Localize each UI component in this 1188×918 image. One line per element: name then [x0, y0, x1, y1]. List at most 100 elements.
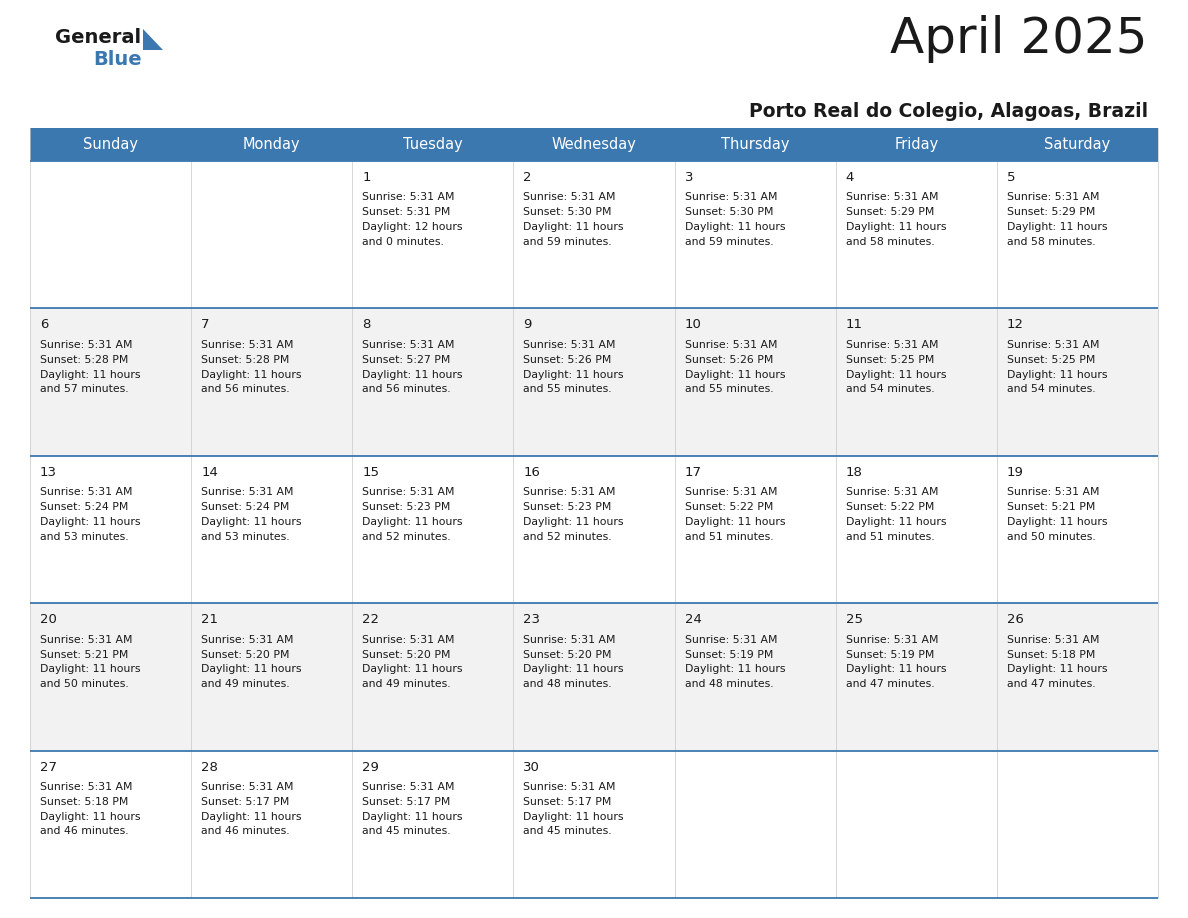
Text: 6: 6 [40, 319, 49, 331]
Bar [30, 308, 1158, 456]
Text: Sunset: 5:20 PM: Sunset: 5:20 PM [201, 650, 290, 659]
Text: and 55 minutes.: and 55 minutes. [684, 385, 773, 395]
Text: Sunset: 5:21 PM: Sunset: 5:21 PM [1007, 502, 1095, 512]
Text: Daylight: 11 hours: Daylight: 11 hours [524, 222, 624, 232]
Text: April 2025: April 2025 [891, 15, 1148, 63]
Text: Sunset: 5:31 PM: Sunset: 5:31 PM [362, 207, 450, 218]
Text: 13: 13 [40, 465, 57, 479]
Text: 27: 27 [40, 761, 57, 774]
Text: Sunrise: 5:31 AM: Sunrise: 5:31 AM [846, 193, 939, 203]
Text: 17: 17 [684, 465, 702, 479]
Text: 19: 19 [1007, 465, 1024, 479]
Text: Sunrise: 5:31 AM: Sunrise: 5:31 AM [201, 340, 293, 350]
Text: Sunrise: 5:31 AM: Sunrise: 5:31 AM [846, 634, 939, 644]
Text: Sunset: 5:30 PM: Sunset: 5:30 PM [524, 207, 612, 218]
Text: Sunset: 5:21 PM: Sunset: 5:21 PM [40, 650, 128, 659]
Text: and 51 minutes.: and 51 minutes. [846, 532, 934, 542]
Text: Sunset: 5:19 PM: Sunset: 5:19 PM [684, 650, 773, 659]
Text: Sunset: 5:18 PM: Sunset: 5:18 PM [40, 797, 128, 807]
Text: 7: 7 [201, 319, 209, 331]
Text: and 47 minutes.: and 47 minutes. [1007, 679, 1095, 689]
Text: Sunset: 5:19 PM: Sunset: 5:19 PM [846, 650, 934, 659]
Text: Daylight: 11 hours: Daylight: 11 hours [524, 517, 624, 527]
Text: 24: 24 [684, 613, 701, 626]
Text: and 53 minutes.: and 53 minutes. [201, 532, 290, 542]
Text: Sunrise: 5:31 AM: Sunrise: 5:31 AM [684, 634, 777, 644]
Text: Daylight: 11 hours: Daylight: 11 hours [362, 370, 463, 379]
Text: Sunrise: 5:31 AM: Sunrise: 5:31 AM [846, 340, 939, 350]
Text: Sunrise: 5:31 AM: Sunrise: 5:31 AM [524, 634, 615, 644]
Text: Sunrise: 5:31 AM: Sunrise: 5:31 AM [40, 340, 133, 350]
Text: Sunset: 5:17 PM: Sunset: 5:17 PM [201, 797, 290, 807]
Text: Daylight: 11 hours: Daylight: 11 hours [1007, 222, 1107, 232]
Text: and 48 minutes.: and 48 minutes. [684, 679, 773, 689]
Text: Sunset: 5:30 PM: Sunset: 5:30 PM [684, 207, 773, 218]
Text: Sunrise: 5:31 AM: Sunrise: 5:31 AM [524, 487, 615, 498]
Text: Sunset: 5:17 PM: Sunset: 5:17 PM [524, 797, 612, 807]
Text: 18: 18 [846, 465, 862, 479]
Text: Sunset: 5:28 PM: Sunset: 5:28 PM [201, 354, 290, 364]
Text: Sunrise: 5:31 AM: Sunrise: 5:31 AM [201, 634, 293, 644]
Text: Blue: Blue [93, 50, 141, 69]
Text: Sunset: 5:20 PM: Sunset: 5:20 PM [524, 650, 612, 659]
Text: Daylight: 11 hours: Daylight: 11 hours [40, 517, 140, 527]
Text: and 47 minutes.: and 47 minutes. [846, 679, 934, 689]
Text: Daylight: 11 hours: Daylight: 11 hours [362, 665, 463, 675]
Bar [30, 456, 1158, 603]
Text: and 56 minutes.: and 56 minutes. [201, 385, 290, 395]
Text: Sunrise: 5:31 AM: Sunrise: 5:31 AM [1007, 340, 1099, 350]
Text: and 49 minutes.: and 49 minutes. [201, 679, 290, 689]
Text: Sunset: 5:22 PM: Sunset: 5:22 PM [684, 502, 773, 512]
Text: and 52 minutes.: and 52 minutes. [524, 532, 612, 542]
Text: Sunrise: 5:31 AM: Sunrise: 5:31 AM [684, 340, 777, 350]
Text: 28: 28 [201, 761, 219, 774]
Text: 1: 1 [362, 171, 371, 184]
Text: Saturday: Saturday [1044, 137, 1111, 152]
Text: Daylight: 11 hours: Daylight: 11 hours [40, 812, 140, 822]
Text: 25: 25 [846, 613, 862, 626]
Text: Friday: Friday [895, 137, 939, 152]
Text: and 58 minutes.: and 58 minutes. [846, 237, 934, 247]
Text: and 0 minutes.: and 0 minutes. [362, 237, 444, 247]
Text: Thursday: Thursday [721, 137, 789, 152]
Text: Porto Real do Colegio, Alagoas, Brazil: Porto Real do Colegio, Alagoas, Brazil [748, 102, 1148, 121]
Text: and 50 minutes.: and 50 minutes. [1007, 532, 1095, 542]
Text: Sunset: 5:24 PM: Sunset: 5:24 PM [201, 502, 290, 512]
Text: 5: 5 [1007, 171, 1016, 184]
Text: and 52 minutes.: and 52 minutes. [362, 532, 451, 542]
Text: and 58 minutes.: and 58 minutes. [1007, 237, 1095, 247]
Text: Daylight: 11 hours: Daylight: 11 hours [1007, 665, 1107, 675]
Text: and 55 minutes.: and 55 minutes. [524, 385, 612, 395]
Text: Daylight: 11 hours: Daylight: 11 hours [684, 222, 785, 232]
Text: 16: 16 [524, 465, 541, 479]
Text: Daylight: 11 hours: Daylight: 11 hours [201, 812, 302, 822]
Text: and 57 minutes.: and 57 minutes. [40, 385, 128, 395]
Text: 15: 15 [362, 465, 379, 479]
Text: 21: 21 [201, 613, 219, 626]
Text: Sunset: 5:17 PM: Sunset: 5:17 PM [362, 797, 450, 807]
Text: Sunset: 5:24 PM: Sunset: 5:24 PM [40, 502, 128, 512]
Text: and 45 minutes.: and 45 minutes. [524, 826, 612, 836]
Text: Daylight: 11 hours: Daylight: 11 hours [524, 812, 624, 822]
Text: and 46 minutes.: and 46 minutes. [201, 826, 290, 836]
Text: Sunset: 5:29 PM: Sunset: 5:29 PM [1007, 207, 1095, 218]
Text: Daylight: 11 hours: Daylight: 11 hours [846, 370, 946, 379]
Text: 30: 30 [524, 761, 541, 774]
Text: Sunset: 5:28 PM: Sunset: 5:28 PM [40, 354, 128, 364]
Bar [30, 751, 1158, 898]
Text: Daylight: 11 hours: Daylight: 11 hours [362, 517, 463, 527]
Text: Sunset: 5:27 PM: Sunset: 5:27 PM [362, 354, 450, 364]
Text: 26: 26 [1007, 613, 1024, 626]
Text: Sunrise: 5:31 AM: Sunrise: 5:31 AM [40, 487, 133, 498]
Text: and 56 minutes.: and 56 minutes. [362, 385, 451, 395]
Text: Sunrise: 5:31 AM: Sunrise: 5:31 AM [524, 782, 615, 792]
Text: Sunrise: 5:31 AM: Sunrise: 5:31 AM [362, 340, 455, 350]
Text: Sunset: 5:25 PM: Sunset: 5:25 PM [846, 354, 934, 364]
Text: Daylight: 11 hours: Daylight: 11 hours [201, 517, 302, 527]
Text: 14: 14 [201, 465, 219, 479]
Text: Sunrise: 5:31 AM: Sunrise: 5:31 AM [684, 487, 777, 498]
Text: 4: 4 [846, 171, 854, 184]
Text: Sunset: 5:18 PM: Sunset: 5:18 PM [1007, 650, 1095, 659]
Text: Daylight: 11 hours: Daylight: 11 hours [1007, 370, 1107, 379]
Text: 11: 11 [846, 319, 862, 331]
